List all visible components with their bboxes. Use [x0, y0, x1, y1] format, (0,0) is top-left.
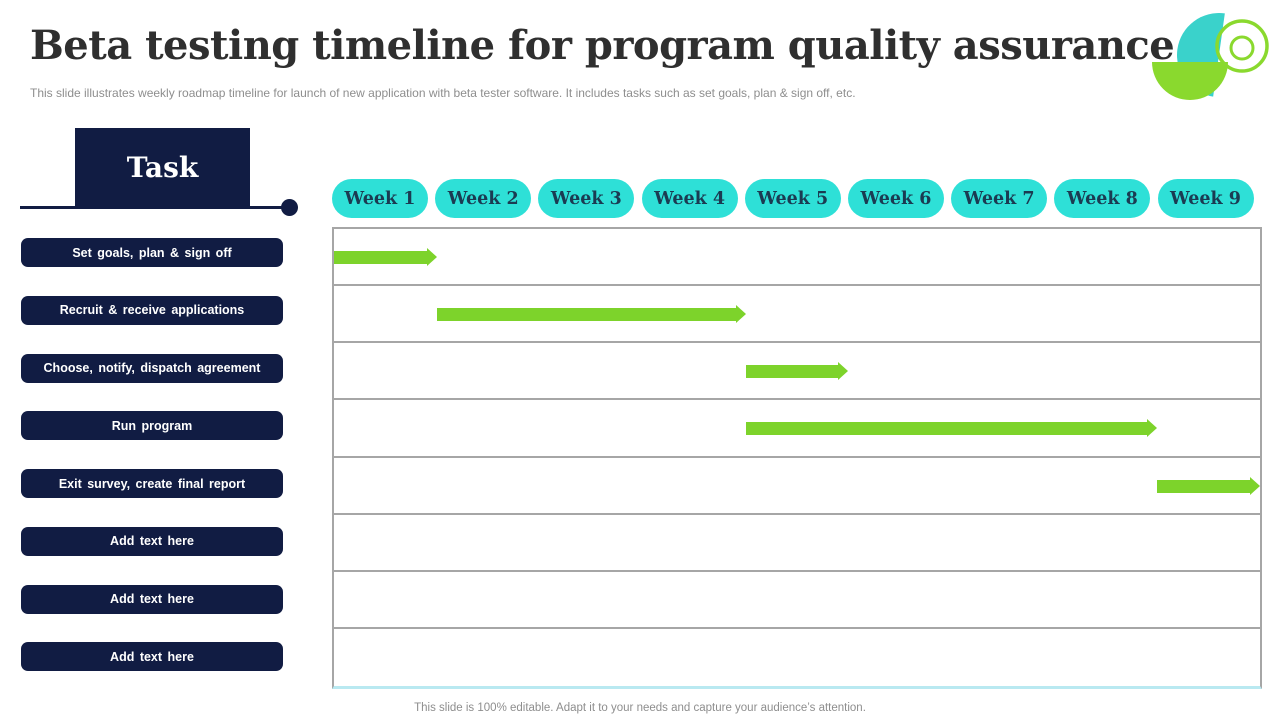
week-header-row: Week 1 Week 2 Week 3 Week 4 Week 5 Week 6 Week…: [332, 179, 1262, 218]
brand-logo-icon: [1152, 13, 1269, 100]
week-header-5[interactable]: Week 5: [744, 179, 841, 218]
task-column-header-label: Task: [126, 151, 199, 184]
week-header-9[interactable]: Week 9: [1157, 179, 1254, 218]
logo-green-half-circle-icon: [1152, 62, 1228, 100]
gantt-bar-shaft: [1157, 479, 1251, 493]
week-header-8[interactable]: Week 8: [1054, 179, 1151, 218]
footer-note: This slide is 100% editable. Adapt it to…: [414, 702, 866, 714]
gantt-bar-row-5[interactable]: [1157, 476, 1260, 496]
gantt-bar-shaft: [334, 251, 428, 265]
gantt-row-6: [334, 515, 1260, 572]
task-label-1[interactable]: Set goals, plan & sign off: [21, 238, 283, 267]
gantt-bar-shaft: [745, 422, 1149, 436]
gantt-row-1: [334, 229, 1260, 287]
gantt-row-3: [334, 343, 1260, 401]
task-header-rule: [20, 206, 285, 209]
gantt-bar-arrow-tip-icon: [1147, 419, 1158, 438]
week-header-7[interactable]: Week 7: [951, 179, 1048, 218]
gantt-bar-row-2[interactable]: [436, 305, 746, 324]
task-label-5[interactable]: Exit survey, create final report: [21, 469, 283, 498]
gantt-bar-layer: [334, 229, 1260, 686]
logo-outer-ring-icon: [1215, 19, 1269, 73]
task-column-header[interactable]: Task: [75, 128, 250, 207]
task-label-8[interactable]: Add text here: [21, 642, 283, 672]
task-label-6[interactable]: Add text here: [21, 526, 283, 556]
week-header-4[interactable]: Week 4: [641, 179, 738, 218]
gantt-row-7: [334, 572, 1260, 629]
gantt-bar-shaft: [745, 365, 840, 379]
task-label-7[interactable]: Add text here: [21, 584, 283, 614]
gantt-bar-shaft: [436, 308, 737, 322]
gantt-bar-arrow-tip-icon: [426, 248, 437, 267]
week-header-6[interactable]: Week 6: [847, 179, 944, 218]
gantt-bar-row-1[interactable]: [334, 248, 437, 267]
task-header-rule-dot-icon: [281, 199, 298, 216]
gantt-bar-row-3[interactable]: [745, 362, 849, 381]
week-header-2[interactable]: Week 2: [435, 179, 532, 218]
gantt-bar-arrow-tip-icon: [838, 362, 849, 381]
logo-inner-ring-icon: [1229, 35, 1255, 61]
gantt-row-5: [334, 458, 1260, 515]
gantt-row-4: [334, 400, 1260, 458]
gantt-bar-arrow-tip-icon: [1249, 476, 1260, 495]
task-label-3[interactable]: Choose, notify, dispatch agreement: [21, 353, 283, 383]
gantt-grid-rows: [334, 229, 1260, 686]
gantt-row-2: [334, 286, 1260, 344]
page-title: Beta testing timeline for program qualit…: [30, 22, 1175, 69]
task-label-4[interactable]: Run program: [21, 411, 283, 441]
gantt-bar-row-4[interactable]: [745, 419, 1158, 438]
slide-subtitle: This slide illustrates weekly roadmap ti…: [30, 86, 856, 100]
week-header-1[interactable]: Week 1: [332, 179, 428, 218]
gantt-grid: [332, 227, 1262, 689]
gantt-bar-arrow-tip-icon: [735, 305, 746, 324]
task-label-2[interactable]: Recruit & receive applications: [21, 295, 283, 325]
week-header-3[interactable]: Week 3: [538, 179, 635, 218]
